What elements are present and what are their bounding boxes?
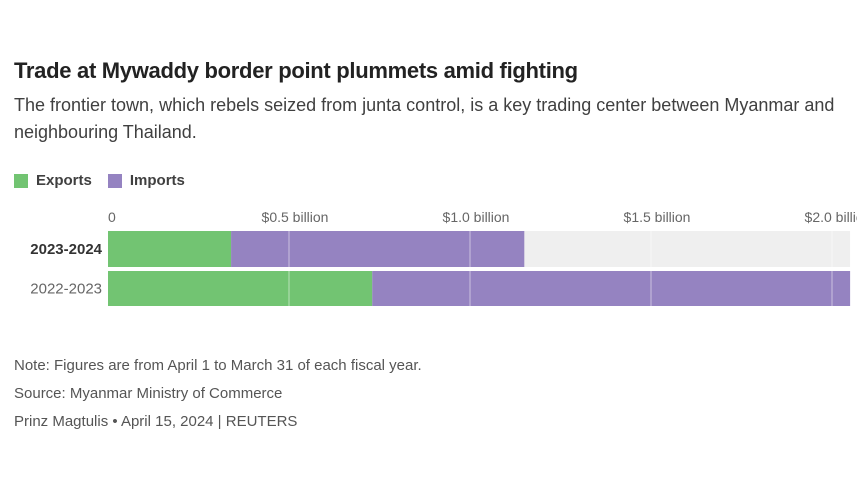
x-tick-label: $0.5 billion — [262, 209, 329, 225]
source: Source: Myanmar Ministry of Commerce — [14, 385, 283, 402]
legend-imports: Imports — [107, 172, 185, 189]
category-label: 2022-2023 — [30, 281, 102, 298]
bar-exports — [108, 231, 232, 267]
exports-swatch — [14, 173, 28, 188]
legend-label: Imports — [129, 172, 185, 189]
note: Note: Figures are from April 1 to March … — [14, 357, 422, 374]
legend-exports: Exports — [14, 172, 92, 189]
x-tick-label: $1.5 billion — [624, 209, 691, 225]
legend: Exports Imports — [14, 172, 185, 189]
legend-label: Exports — [36, 172, 92, 189]
credit: Prinz Magtulis • April 15, 2024 | REUTER… — [14, 413, 298, 430]
chart-title: Trade at Mywaddy border point plummets a… — [14, 58, 578, 83]
bar-imports — [372, 271, 851, 306]
category-label: 2023-2024 — [30, 241, 102, 258]
bar-imports — [231, 231, 525, 267]
x-tick-label: $2.0 billion — [805, 209, 857, 225]
chart-subtitle: The frontier town, which rebels seized f… — [14, 95, 835, 142]
x-tick-label: $1.0 billion — [443, 209, 510, 225]
bar-chart: 0 $0.5 billion $1.0 billion $1.5 billion $2.… — [30, 209, 857, 306]
bar-exports — [108, 271, 373, 306]
x-tick-label: 0 — [108, 209, 116, 225]
imports-swatch — [107, 173, 122, 188]
